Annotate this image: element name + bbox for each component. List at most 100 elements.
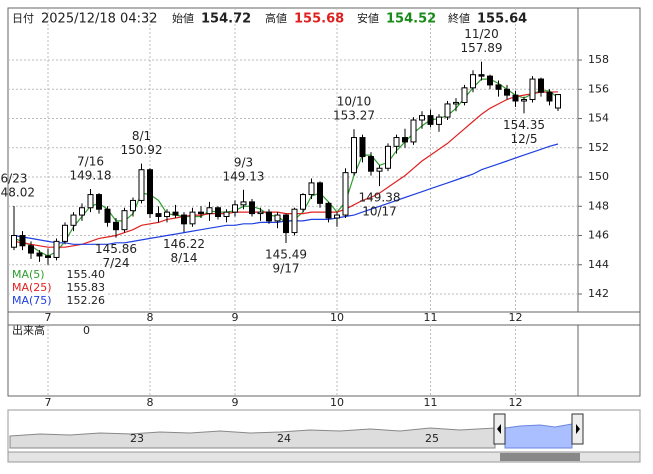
candle-body [461, 87, 468, 103]
candle-body [223, 211, 230, 218]
candle-body [308, 182, 315, 196]
annotation-date: 9/3 [234, 155, 253, 169]
candles [11, 61, 561, 265]
candle-body [444, 103, 451, 118]
header-datetime: 2025/12/18 04:32 [41, 12, 158, 27]
annotation-value: 149.38 [359, 191, 401, 205]
y-tick-label: 154 [588, 112, 609, 125]
candle-body [189, 211, 196, 225]
annotation-value: 157.89 [461, 41, 503, 55]
x-tick-label: 12 [509, 396, 523, 409]
candle-body [257, 211, 264, 215]
navigator-label: 23 [130, 432, 144, 445]
header-low: 154.52 [386, 12, 436, 27]
candle-body [36, 252, 43, 257]
navigator-selection[interactable] [504, 423, 573, 449]
volume-label: 出来高 [12, 323, 45, 337]
candle-body [385, 145, 391, 169]
candle-body [334, 214, 340, 219]
y-tick-label: 146 [588, 229, 609, 242]
candle-body [87, 194, 94, 209]
candle-body [317, 182, 323, 204]
scrollbar[interactable] [7, 451, 641, 463]
y-tick-label: 148 [588, 199, 609, 212]
candle-body [487, 75, 493, 86]
candle-body [130, 199, 136, 212]
candle-body [62, 224, 68, 242]
x-tick-label: 9 [232, 311, 239, 324]
x-tick-label: 11 [424, 311, 438, 324]
candle-body [538, 78, 544, 93]
x-tick-label: 8 [147, 311, 154, 324]
candle-body [70, 214, 77, 226]
annotation-date: 8/14 [171, 251, 198, 265]
candle-body [198, 211, 204, 215]
legend-name: MA(25) [12, 281, 52, 294]
candle-body [359, 137, 366, 158]
x-tick-label: 11 [424, 396, 438, 409]
header-low-label: 安値 [357, 11, 379, 25]
candle-body [19, 235, 26, 247]
y-tick-label: 156 [588, 82, 609, 95]
candle-body [147, 169, 153, 215]
legend-value: 155.40 [67, 268, 106, 281]
x-tick-label: 7 [45, 311, 52, 324]
annotation-date: 8/1 [132, 129, 151, 143]
candle-body [410, 119, 417, 143]
y-tick-label: 142 [588, 287, 609, 300]
header-close: 155.64 [477, 12, 527, 27]
candle-body [96, 194, 102, 210]
x-tick-label: 10 [330, 396, 344, 409]
x-tick-label: 7 [45, 396, 52, 409]
candle-body [351, 137, 357, 174]
candle-body [436, 116, 442, 125]
annotation-value: 150.92 [121, 143, 163, 157]
annotation-value: 149.18 [70, 169, 112, 183]
handle-arrow [576, 424, 580, 434]
handle-arrow [497, 424, 501, 434]
candle-body [368, 156, 374, 172]
grid [8, 8, 582, 396]
scrollbar-thumb[interactable] [500, 453, 580, 461]
candle-body [342, 172, 349, 216]
legend-value: 152.26 [67, 294, 106, 307]
candle-body [138, 169, 145, 201]
candle-body [155, 213, 162, 218]
candle-body [79, 207, 85, 216]
candle-body [164, 211, 170, 218]
candle-body [300, 194, 306, 210]
candle-body [11, 235, 17, 248]
navigator-label: 25 [425, 432, 439, 445]
candle-body [453, 101, 459, 105]
candle-body [376, 167, 383, 172]
x-tick-label: 9 [232, 396, 239, 409]
candle-body [504, 88, 510, 96]
annotation-value: 149.13 [223, 169, 265, 183]
legend-name: MA(75) [12, 294, 52, 307]
annotation-value: 146.22 [163, 237, 205, 251]
labels: 142 144 146 148 150 152 154 156 158 7 7 8 8 9 9 10 10 11 1… [0, 27, 609, 409]
price-panel [7, 7, 579, 313]
candle-body [325, 202, 332, 219]
candle-body [181, 214, 187, 225]
candle-body [274, 214, 281, 222]
annotation-date: 9/17 [273, 261, 300, 275]
candle-body [495, 84, 502, 90]
candle-body [478, 74, 485, 77]
candle-body [104, 208, 111, 223]
annotation-date: 10/17 [362, 205, 397, 219]
header-close-label: 終値 [448, 11, 470, 25]
volume-panel [7, 324, 579, 397]
y-tick-label: 144 [588, 258, 609, 271]
candle-body [266, 211, 272, 222]
candle-body [215, 207, 221, 218]
annotation-value: 145.86 [95, 242, 137, 256]
x-tick-label: 10 [330, 311, 344, 324]
y-tick-label: 152 [588, 141, 609, 154]
candle-body [470, 74, 476, 89]
annotation-value: 148.02 [0, 185, 35, 199]
candle-body [393, 137, 400, 147]
y-tick-label: 150 [588, 170, 609, 183]
legend-name: MA(5) [12, 268, 45, 281]
